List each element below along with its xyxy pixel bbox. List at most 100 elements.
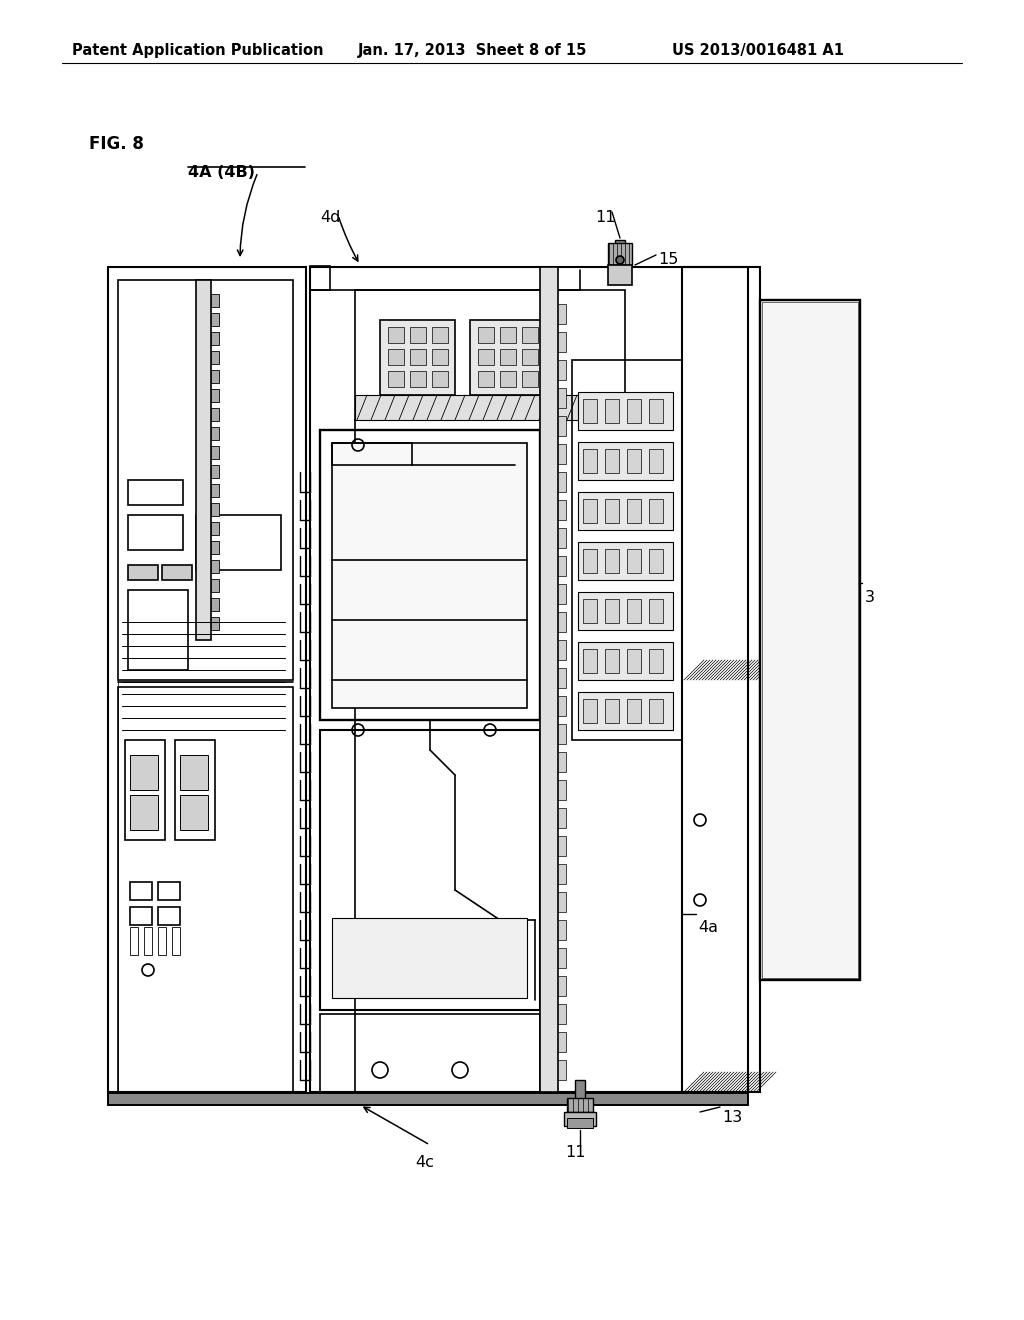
Bar: [130, 755, 158, 789]
Bar: [211, 426, 219, 440]
Bar: [388, 327, 404, 343]
Bar: [558, 892, 566, 912]
Bar: [319, 430, 540, 719]
Bar: [180, 795, 208, 830]
Bar: [649, 399, 663, 422]
Bar: [211, 579, 219, 591]
Bar: [211, 294, 219, 308]
Bar: [615, 240, 625, 280]
Bar: [522, 348, 538, 366]
Bar: [762, 302, 858, 978]
Bar: [332, 444, 527, 708]
Bar: [175, 741, 215, 840]
Bar: [211, 446, 219, 459]
Bar: [558, 388, 566, 408]
Bar: [108, 1093, 748, 1105]
Bar: [128, 515, 183, 550]
Bar: [627, 499, 641, 523]
Bar: [410, 348, 426, 366]
Bar: [760, 300, 860, 979]
Bar: [130, 907, 152, 925]
Bar: [558, 500, 566, 520]
Bar: [540, 267, 558, 1092]
Bar: [470, 319, 545, 395]
Bar: [627, 549, 641, 573]
Bar: [578, 442, 673, 480]
Bar: [583, 649, 597, 673]
Bar: [649, 700, 663, 723]
Text: 4d: 4d: [319, 210, 340, 224]
Bar: [605, 700, 618, 723]
Bar: [211, 616, 219, 630]
Bar: [558, 1060, 566, 1080]
Bar: [583, 549, 597, 573]
Bar: [627, 399, 641, 422]
Bar: [578, 642, 673, 680]
Bar: [605, 599, 618, 623]
Bar: [558, 865, 566, 884]
Bar: [627, 649, 641, 673]
Bar: [608, 243, 632, 265]
Bar: [211, 503, 219, 516]
Bar: [478, 348, 494, 366]
Bar: [558, 556, 566, 576]
Bar: [583, 499, 597, 523]
Bar: [196, 515, 281, 570]
Bar: [567, 1098, 593, 1111]
Bar: [500, 371, 516, 387]
Bar: [558, 640, 566, 660]
Bar: [172, 927, 180, 954]
Bar: [319, 1014, 540, 1092]
Bar: [388, 371, 404, 387]
Bar: [432, 371, 449, 387]
Bar: [558, 752, 566, 772]
Bar: [605, 649, 618, 673]
Bar: [211, 521, 219, 535]
Bar: [558, 612, 566, 632]
Bar: [319, 730, 540, 1010]
Bar: [180, 755, 208, 789]
Bar: [196, 280, 211, 640]
Bar: [558, 975, 566, 997]
Bar: [118, 280, 293, 680]
Bar: [608, 265, 632, 285]
Bar: [130, 927, 138, 954]
Bar: [500, 327, 516, 343]
Bar: [158, 927, 166, 954]
Bar: [558, 473, 566, 492]
Bar: [558, 696, 566, 715]
Bar: [128, 565, 158, 579]
Bar: [355, 290, 625, 420]
Bar: [158, 882, 180, 900]
Bar: [118, 686, 293, 1092]
Text: 13: 13: [722, 1110, 742, 1125]
Bar: [211, 560, 219, 573]
Bar: [578, 392, 673, 430]
Bar: [128, 480, 183, 506]
Circle shape: [616, 256, 624, 264]
Bar: [583, 700, 597, 723]
Text: Jan. 17, 2013  Sheet 8 of 15: Jan. 17, 2013 Sheet 8 of 15: [358, 42, 588, 58]
Bar: [211, 370, 219, 383]
Bar: [500, 348, 516, 366]
Bar: [564, 1111, 596, 1126]
Bar: [558, 528, 566, 548]
Bar: [649, 499, 663, 523]
Bar: [572, 360, 682, 741]
Bar: [388, 348, 404, 366]
Bar: [558, 583, 566, 605]
Bar: [108, 267, 306, 1092]
Bar: [211, 313, 219, 326]
Bar: [583, 449, 597, 473]
Bar: [332, 917, 527, 998]
Bar: [162, 565, 193, 579]
Text: Patent Application Publication: Patent Application Publication: [72, 42, 324, 58]
Bar: [583, 599, 597, 623]
Bar: [605, 549, 618, 573]
Bar: [567, 1118, 593, 1129]
Bar: [627, 700, 641, 723]
Bar: [211, 541, 219, 554]
Bar: [310, 267, 748, 1092]
Bar: [144, 927, 152, 954]
Text: FIG. 8: FIG. 8: [89, 135, 144, 153]
